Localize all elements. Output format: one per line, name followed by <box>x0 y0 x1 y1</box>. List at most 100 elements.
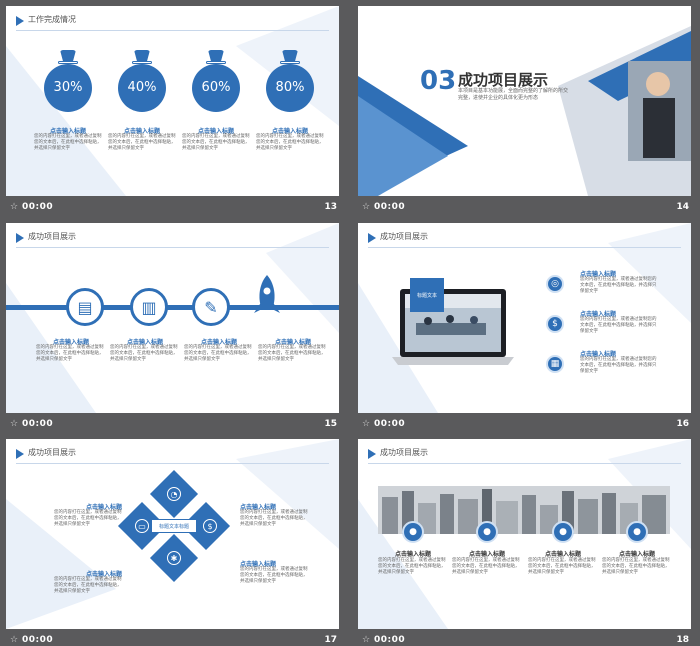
header-divider <box>16 30 329 31</box>
slide-thumbnail-17[interactable]: 成功项目展示 标题文本标题 ◔ ▭ $ ✱ 点击输入标题 您的内容打在这里，或者… <box>6 439 339 629</box>
caption-title: 点击输入标题 <box>197 128 234 135</box>
caption-body: 您的内容打在这里，或者通过复制您的文本后，在此框中选择粘贴，并选择只保留文字 <box>378 558 446 575</box>
slide-footer: ☆ 00:00 16 <box>358 415 691 435</box>
money-bag-icon: 80% <box>266 50 314 112</box>
gauge-icon: ◔ <box>167 487 181 501</box>
header-marker-icon <box>16 449 24 459</box>
caption-title: 点击输入标题 <box>240 504 277 511</box>
caption-title: 点击输入标题 <box>52 339 89 346</box>
caption-body: 您的内容打在这里，或者通过复制您的文本后，在此框中选择粘贴，并选择只保留文字 <box>580 357 657 374</box>
caption-body: 您的内容打在这里，或者通过复制您的文本后，在此框中选择粘贴，并选择只保留文字 <box>580 317 657 334</box>
caption-title: 点击输入标题 <box>85 571 122 578</box>
caption-body: 您的内容打在这里，或者通过复制您的文本后，在此框中选择粘贴，并选择只保留文字 <box>34 134 102 151</box>
caption-title: 点击输入标题 <box>126 339 163 346</box>
dollar-icon: $ <box>203 519 217 533</box>
percent-label: 40% <box>127 80 157 95</box>
caption-body: 您的内容打在这里，或者通过复制您的文本后，在此框中选择粘贴，并选择只保留文字 <box>240 567 308 584</box>
caption-body: 您的内容打在这里，或者通过复制您的文本后，在此框中选择粘贴，并选择只保留文字 <box>258 345 326 362</box>
caption-title: 点击输入标题 <box>618 551 655 558</box>
soccer-ball-icon: ✱ <box>167 551 181 565</box>
caption-body: 您的内容打在这里，或者通过复制您的文本后，在此框中选择粘贴，并选择只保留文字 <box>108 134 176 151</box>
star-icon[interactable]: ☆ <box>362 419 371 429</box>
caption-title: 点击输入标题 <box>544 551 581 558</box>
user-icon: ● <box>476 521 498 543</box>
header-marker-icon <box>16 233 24 243</box>
slide-footer: ☆ 00:00 18 <box>358 631 691 646</box>
star-icon[interactable]: ☆ <box>10 419 19 429</box>
caption-body: 您的内容打在这里，或者通过复制您的文本后，在此框中选择粘贴，并选择只保留文字 <box>54 510 122 527</box>
caption-title: 点击输入标题 <box>200 339 237 346</box>
header-divider <box>368 463 681 464</box>
slide-number: 16 <box>676 419 689 429</box>
instagram-icon: ◎ <box>546 275 564 293</box>
caption-body: 您的内容打在这里，或者通过复制您的文本后，在此框中选择粘贴，并选择只保留文字 <box>36 345 104 362</box>
header-marker-icon <box>16 16 24 26</box>
caption-body: 您的内容打在这里，或者通过复制您的文本后，在此框中选择粘贴，并选择只保留文字 <box>580 277 657 294</box>
user-icon: ● <box>626 521 648 543</box>
caption-title: 点击输入标题 <box>394 551 431 558</box>
background-shape <box>6 223 339 413</box>
user-icon: ● <box>552 521 574 543</box>
slide-thumbnail-15[interactable]: 成功项目展示 ▤ ▥ ✎ 点击输入标题 您的内容打在这里，或者通过复制您的文本后… <box>6 223 339 413</box>
slide-number: 14 <box>676 202 689 212</box>
header-marker-icon <box>368 233 376 243</box>
slide-timing: 00:00 <box>22 419 54 429</box>
slide-header: 成功项目展示 <box>28 232 76 241</box>
caption-body: 您的内容打在这里，或者通过复制您的文本后，在此框中选择粘贴，并选择只保留文字 <box>182 134 250 151</box>
caption-body: 您的内容打在这里，或者通过复制您的文本后，在此框中选择粘贴，并选择只保留文字 <box>240 510 308 527</box>
paint-roller-icon: ▥ <box>130 288 168 326</box>
star-icon[interactable]: ☆ <box>10 635 19 645</box>
caption-title: 点击输入标题 <box>49 128 86 135</box>
caption-title: 点击输入标题 <box>274 339 311 346</box>
star-icon[interactable]: ☆ <box>362 635 371 645</box>
caption-body: 您的内容打在这里，或者通过复制您的文本后，在此框中选择粘贴，并选择只保留文字 <box>256 134 324 151</box>
dollar-icon: $ <box>546 315 564 333</box>
money-bag-icon: 30% <box>44 50 92 112</box>
section-description: 本项目是基本功能展，全面而完整的了解所的所交完整，进使并企业的具体化更为形态 <box>458 88 569 101</box>
caption-body: 您的内容打在这里，或者通过复制您的文本后，在此框中选择粘贴，并选择只保留文字 <box>54 577 122 594</box>
slide-timing: 00:00 <box>22 202 54 212</box>
header-divider <box>368 247 681 248</box>
money-bag-icon: 60% <box>192 50 240 112</box>
caption-title: 点击输入标题 <box>123 128 160 135</box>
calendar-icon: ▦ <box>546 355 564 373</box>
caption-body: 您的内容打在这里，或者通过复制您的文本后，在此框中选择粘贴，并选择只保留文字 <box>110 345 178 362</box>
slide-thumbnail-14[interactable]: 03 成功项目展示 本项目是基本功能展，全面而完整的了解所的所交完整，进使并企业… <box>358 6 691 196</box>
slide-thumbnail-18[interactable]: 成功项目展示 ● ● ● ● 点击输入标题 您的内容打在这里，或者通过复制您的文… <box>358 439 691 629</box>
caption-title: 点击输入标题 <box>580 351 617 358</box>
star-icon[interactable]: ☆ <box>10 202 19 212</box>
slide-header: 成功项目展示 <box>28 448 76 457</box>
header-divider <box>16 463 329 464</box>
wrench-icon: ✎ <box>192 288 230 326</box>
slide-header: 工作完成情况 <box>28 15 76 24</box>
caption-title: 点击输入标题 <box>240 561 277 568</box>
monitor-icon: ▭ <box>135 519 149 533</box>
center-label: 标题文本标题 <box>151 519 197 533</box>
slide-thumbnail-16[interactable]: 标题文本 成功项目展示 ◎ $ ▦ 点击输入标题 您的内容打在这里，或者通过复制… <box>358 223 691 413</box>
slide-number: 18 <box>676 635 689 645</box>
caption-title: 点击输入标题 <box>580 271 617 278</box>
percent-label: 80% <box>275 80 305 95</box>
slide-header: 成功项目展示 <box>380 232 428 241</box>
header-divider <box>16 247 329 248</box>
caption-title: 点击输入标题 <box>85 504 122 511</box>
slide-thumbnail-13[interactable]: 工作完成情况 30% 40% 60% 80% 点击输入标题 您的内容打在这里，或… <box>6 6 339 196</box>
money-bag-icon: 40% <box>118 50 166 112</box>
percent-label: 60% <box>201 80 231 95</box>
percent-label: 30% <box>53 80 83 95</box>
slide-timing: 00:00 <box>22 635 54 645</box>
caption-body: 您的内容打在这里，或者通过复制您的文本后，在此框中选择粘贴，并选择只保留文字 <box>602 558 670 575</box>
slide-footer: ☆ 00:00 14 <box>358 198 691 218</box>
clipboard-icon: ▤ <box>66 288 104 326</box>
slide-header: 成功项目展示 <box>380 448 428 457</box>
caption-title: 点击输入标题 <box>271 128 308 135</box>
slide-number: 13 <box>324 202 337 212</box>
caption-title: 点击输入标题 <box>468 551 505 558</box>
rocket-icon <box>254 275 280 313</box>
star-icon[interactable]: ☆ <box>362 202 371 212</box>
caption-title: 点击输入标题 <box>580 311 617 318</box>
slide-timing: 00:00 <box>374 202 406 212</box>
header-marker-icon <box>368 449 376 459</box>
section-number: 03 <box>420 66 457 96</box>
slide-timing: 00:00 <box>374 419 406 429</box>
